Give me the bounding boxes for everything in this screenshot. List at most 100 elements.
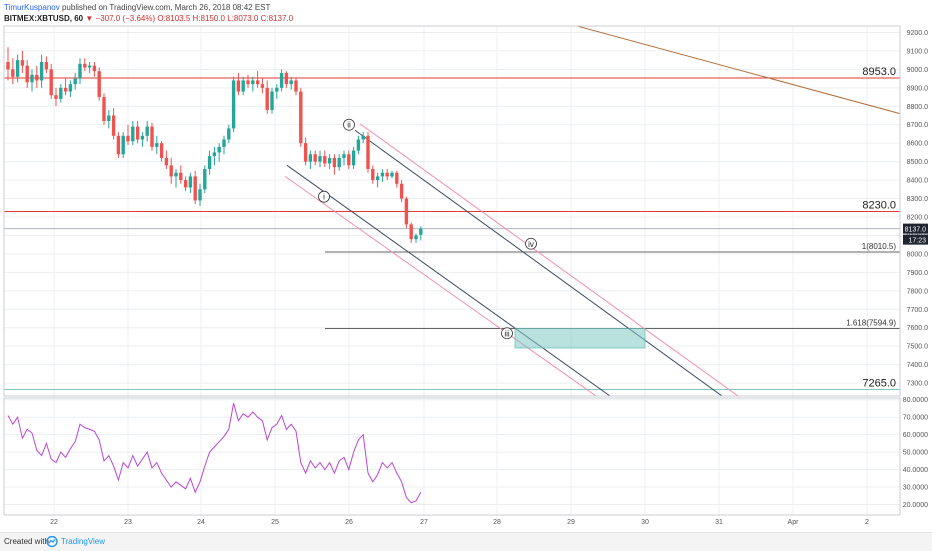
candle-body (395, 172, 399, 184)
publish-info: TimurKuspanov published on TradingView.c… (4, 3, 270, 12)
candle (15, 54, 20, 83)
x-tick-label: 26 (345, 519, 353, 526)
candle (174, 169, 178, 188)
candle-body (217, 146, 221, 153)
channel-outer-upper (359, 123, 739, 396)
candle (150, 122, 154, 151)
candle-body (356, 139, 361, 151)
candle-body (337, 157, 341, 168)
candle (270, 87, 274, 114)
h-level-label: 8953.0 (862, 66, 896, 78)
candle (284, 71, 289, 88)
wave-label: iii (501, 327, 513, 340)
candle (39, 54, 44, 88)
candle-body (174, 172, 178, 177)
x-tick-label: 31 (715, 519, 723, 526)
candle (11, 58, 15, 85)
candle-body (270, 91, 274, 110)
candle-body (203, 169, 207, 190)
candle-body (231, 80, 236, 129)
candle (145, 121, 149, 142)
tradingview-brand[interactable]: TradingView (61, 537, 106, 546)
candle (212, 146, 217, 166)
rsi-tick-label: 60.0000 (903, 432, 928, 439)
candle-body (198, 189, 202, 201)
rsi-tick-label: 30.0000 (903, 485, 928, 492)
candle (222, 135, 226, 155)
price-tick-label: 8300.0 (907, 196, 929, 203)
candle (25, 60, 29, 88)
candle (121, 132, 125, 158)
price-levels: 8953.0 8230.0 7265.0 1(8010.5) 1.618(7594.9) (4, 66, 900, 391)
candle (380, 169, 385, 182)
price-chart[interactable]: 8953.0 8230.0 7265.0 1(8010.5) 1.618(7594.9)… (0, 0, 932, 532)
candle (299, 87, 303, 147)
candle-body (294, 80, 298, 92)
main-pane-border (3, 25, 901, 397)
h-level-label: 8230.0 (862, 199, 896, 211)
rsi-tick-label: 40.0000 (903, 467, 928, 474)
axes-layer: 9200.0 9100.0 9000.0 8900.0 8800.0 8700.0 8600… (3, 25, 929, 526)
candle (207, 150, 212, 175)
candle (313, 150, 317, 166)
candle (303, 137, 308, 166)
price-tick-label: 7300.0 (907, 381, 929, 388)
candle-body (159, 143, 164, 158)
candle (83, 58, 87, 72)
candle-body (83, 63, 87, 68)
candle-body (351, 150, 356, 166)
candle-body (255, 80, 260, 85)
candle-body (6, 61, 10, 70)
candle-body (313, 154, 317, 162)
candle (246, 74, 250, 88)
candle-body (183, 180, 188, 188)
candle (241, 76, 245, 96)
candle (87, 61, 92, 74)
candle-body (332, 157, 337, 168)
candle-body (404, 198, 409, 225)
x-tick-label: 28 (493, 519, 501, 526)
wave-label: ii (343, 118, 355, 131)
candle (327, 154, 332, 170)
rsi-tick-label: 20.0000 (903, 502, 928, 509)
published-text: published on TradingView.com, March 26, … (61, 3, 271, 12)
candle (366, 132, 370, 173)
candle (419, 226, 423, 241)
candle (308, 150, 313, 170)
candle-body (63, 87, 68, 92)
candle-body (44, 61, 49, 70)
candle-body (49, 69, 53, 96)
candle-body (299, 91, 303, 144)
wave-label-circle (501, 327, 513, 340)
candle-body (179, 172, 183, 181)
candle (20, 50, 25, 74)
candle-body (169, 165, 173, 177)
grid-lines (4, 26, 900, 515)
candle-body (30, 74, 34, 83)
candle-body (251, 80, 255, 85)
candle-body (375, 176, 380, 181)
candle-body (73, 78, 77, 85)
rsi-tick-label: 70.0000 (903, 415, 928, 422)
rsi-line (7, 403, 422, 504)
candle-body (265, 87, 269, 110)
candle (54, 87, 58, 107)
candle-body (20, 60, 25, 66)
price-tick-label: 7800.0 (907, 288, 929, 295)
author-link[interactable]: TimurKuspanov (4, 3, 60, 12)
candle-body (107, 115, 111, 122)
candle (227, 124, 231, 144)
candle (404, 196, 409, 229)
candle (188, 172, 193, 194)
candle-body (155, 143, 159, 147)
candle-body (318, 156, 322, 162)
candle (116, 132, 121, 158)
candle-body (390, 172, 394, 177)
candle (342, 150, 346, 166)
candle (92, 61, 97, 77)
rsi-pane (7, 403, 422, 504)
candle (231, 76, 236, 133)
candle-body (207, 156, 212, 170)
candle-body (164, 157, 169, 166)
